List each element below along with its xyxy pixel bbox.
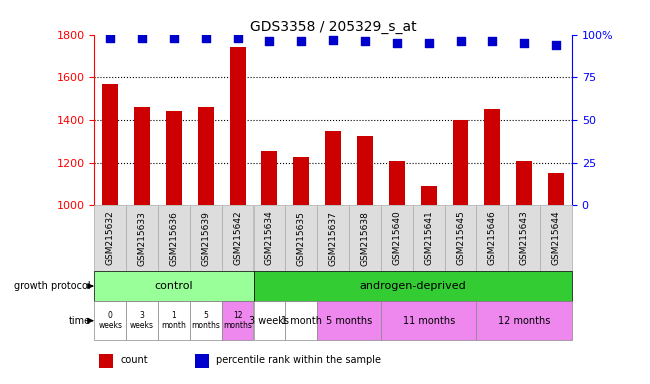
Point [360, 38, 370, 45]
Text: GSM215633: GSM215633 [138, 211, 146, 265]
Bar [94, 271, 254, 301]
Point [328, 36, 338, 43]
Bar [317, 301, 381, 340]
Text: 3 weeks: 3 weeks [250, 316, 289, 326]
Point [391, 40, 402, 46]
Point [551, 42, 561, 48]
Bar [445, 205, 476, 271]
Bar [254, 271, 572, 301]
Text: percentile rank within the sample: percentile rank within the sample [216, 355, 381, 365]
Text: GSM215632: GSM215632 [106, 211, 114, 265]
Text: 1
month: 1 month [161, 311, 187, 330]
Text: 3
weeks: 3 weeks [130, 311, 154, 330]
Text: 1 month: 1 month [281, 316, 322, 326]
Bar [285, 205, 317, 271]
Text: 0
weeks: 0 weeks [98, 311, 122, 330]
Bar [190, 205, 222, 271]
Bar [476, 205, 508, 271]
Point [169, 35, 179, 41]
Text: GSM215644: GSM215644 [552, 211, 560, 265]
Text: GSM215640: GSM215640 [393, 211, 401, 265]
Bar [516, 161, 532, 205]
Bar [134, 107, 150, 205]
Text: time: time [69, 316, 91, 326]
Text: 12
months: 12 months [223, 311, 252, 330]
Bar [508, 205, 540, 271]
Text: 11 months: 11 months [402, 316, 455, 326]
Text: GSM215639: GSM215639 [202, 211, 210, 265]
Bar [381, 301, 476, 340]
Bar [452, 120, 469, 205]
Point [519, 40, 529, 46]
Point [200, 35, 211, 41]
Text: 5
months: 5 months [191, 311, 220, 330]
Point [424, 40, 434, 46]
Bar [254, 301, 285, 340]
Point [105, 35, 116, 41]
Bar [166, 111, 182, 205]
Text: GSM215642: GSM215642 [233, 211, 242, 265]
Bar [293, 157, 309, 205]
Bar [357, 136, 373, 205]
Title: GDS3358 / 205329_s_at: GDS3358 / 205329_s_at [250, 20, 417, 33]
Bar [548, 174, 564, 205]
Bar [325, 131, 341, 205]
Bar [158, 301, 190, 340]
Bar [94, 205, 126, 271]
Point [488, 38, 498, 45]
Bar [229, 47, 246, 205]
Bar [349, 205, 381, 271]
Text: GSM215645: GSM215645 [456, 211, 465, 265]
Bar [381, 205, 413, 271]
Bar [222, 205, 254, 271]
Text: GSM215637: GSM215637 [329, 211, 337, 265]
Bar [198, 107, 214, 205]
Bar [194, 354, 209, 368]
Text: GSM215638: GSM215638 [361, 211, 369, 265]
Bar [476, 301, 572, 340]
Text: control: control [155, 281, 193, 291]
Bar [190, 301, 222, 340]
Bar [261, 151, 278, 205]
Point [136, 35, 147, 41]
Point [233, 35, 243, 41]
Text: GSM215634: GSM215634 [265, 211, 274, 265]
Bar [285, 301, 317, 340]
Bar [126, 205, 158, 271]
Bar [102, 84, 118, 205]
Bar [254, 205, 285, 271]
Text: GSM215646: GSM215646 [488, 211, 497, 265]
Text: androgen-deprived: androgen-deprived [359, 281, 466, 291]
Point [296, 38, 307, 45]
Text: 12 months: 12 months [498, 316, 551, 326]
Point [264, 38, 275, 45]
Bar [94, 301, 126, 340]
Bar [126, 301, 158, 340]
Bar [413, 205, 445, 271]
Bar [421, 186, 437, 205]
Text: GSM215641: GSM215641 [424, 211, 433, 265]
Point [455, 38, 465, 45]
Text: GSM215636: GSM215636 [170, 211, 178, 265]
Text: GSM215635: GSM215635 [297, 211, 306, 265]
Text: count: count [120, 355, 148, 365]
Bar [158, 205, 190, 271]
Bar [222, 301, 254, 340]
Bar [389, 161, 405, 205]
Text: GSM215643: GSM215643 [520, 211, 528, 265]
Bar [540, 205, 572, 271]
Bar [484, 109, 500, 205]
Text: 5 months: 5 months [326, 316, 372, 326]
Text: growth protocol: growth protocol [14, 281, 91, 291]
Bar [99, 354, 113, 368]
Bar [317, 205, 349, 271]
